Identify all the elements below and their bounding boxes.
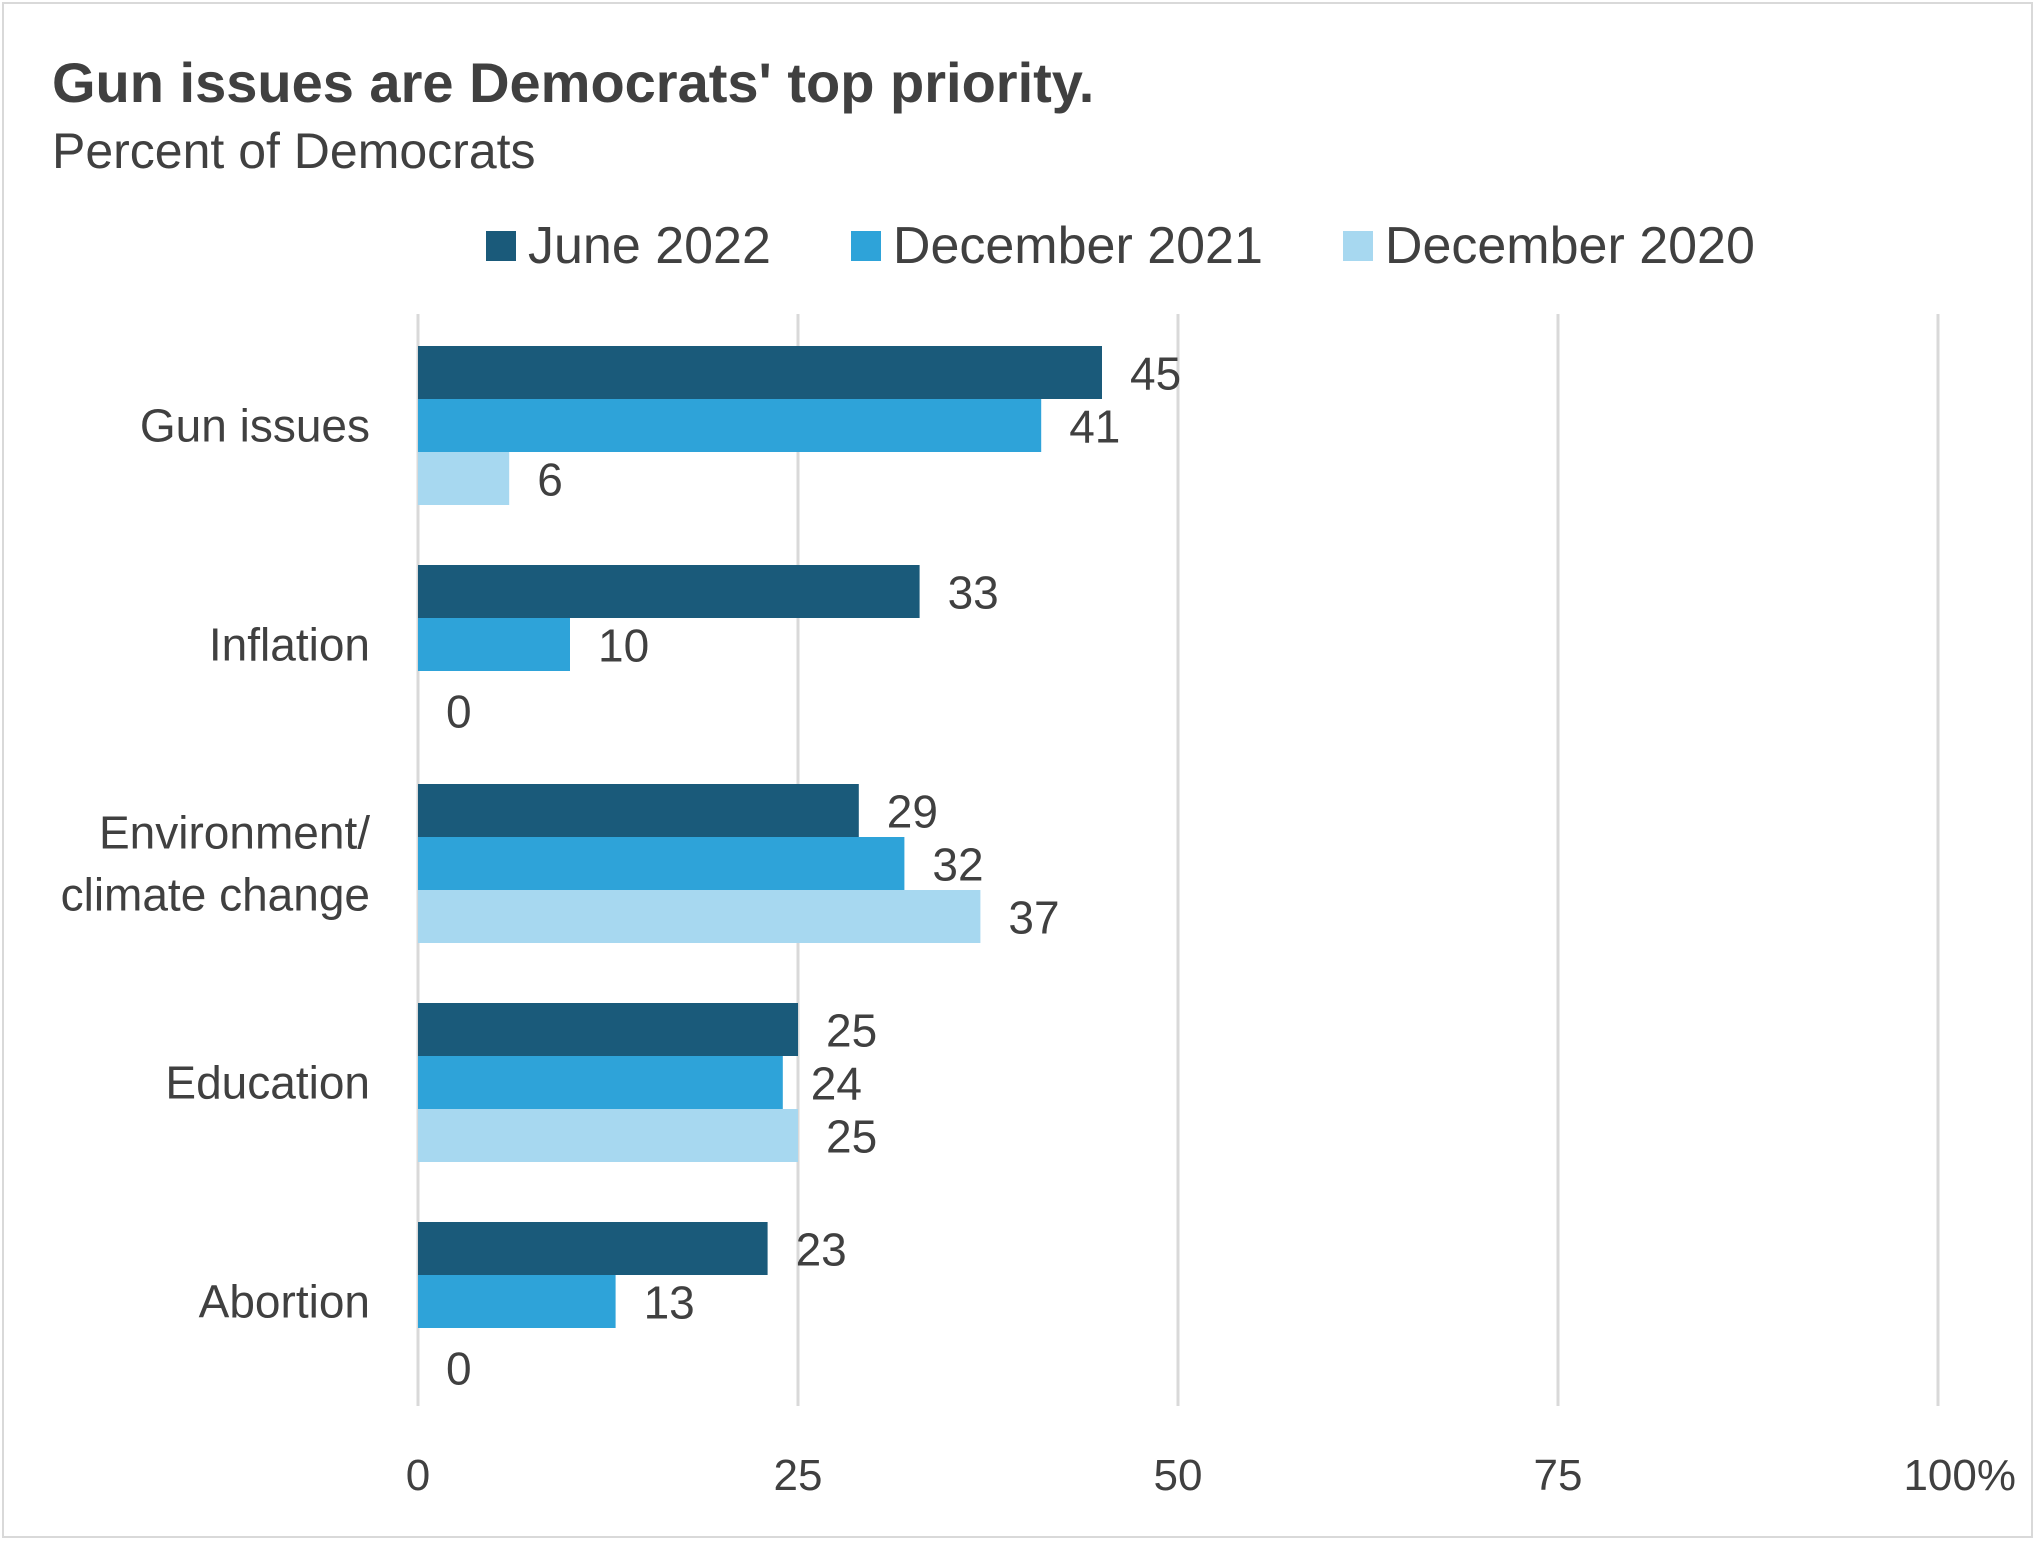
legend-swatch-december-2020 (1342, 231, 1373, 261)
data-label-abortion-december-2020: 0 (446, 1343, 472, 1395)
legend: June 2022 December 2021 December 2020 (486, 216, 1755, 276)
data-label-education-june-2022: 25 (826, 1005, 877, 1057)
data-label-abortion-december-2021: 13 (644, 1277, 695, 1329)
data-label-abortion-june-2022: 23 (796, 1224, 847, 1276)
bar-inflation-june-2022 (418, 565, 920, 618)
bar-inflation-december-2021 (418, 618, 570, 671)
chart-title: Gun issues are Democrats' top priority. (52, 51, 1095, 114)
legend-label-december-2021: December 2021 (892, 217, 1263, 275)
category-label-inflation: Inflation (209, 619, 370, 671)
data-label-education-december-2020: 25 (826, 1111, 877, 1163)
bar-gun-issues-june-2022 (418, 346, 1102, 399)
data-label-inflation-december-2021: 10 (598, 620, 649, 672)
category-label-gun-issues: Gun issues (140, 400, 370, 452)
bar-education-june-2022 (418, 1003, 798, 1056)
x-tick-label-0: 0 (406, 1451, 430, 1500)
data-label-gun-issues-june-2022: 45 (1130, 348, 1181, 400)
legend-item-december-2020: December 2020 (1342, 216, 1755, 276)
chart-subtitle: Percent of Democrats (52, 123, 536, 179)
bar-gun-issues-december-2020 (418, 452, 510, 505)
data-label-inflation-december-2020: 0 (446, 686, 472, 738)
bar-abortion-june-2022 (418, 1222, 768, 1275)
bar-environment-climate-change-december-2020 (418, 890, 981, 943)
data-label-inflation-june-2022: 33 (948, 567, 999, 619)
category-label-environment-climate-change-1: climate change (61, 869, 370, 921)
data-label-gun-issues-december-2021: 41 (1069, 401, 1120, 453)
bar-gun-issues-december-2021 (418, 399, 1042, 452)
legend-item-june-2022: June 2022 (486, 216, 771, 276)
bar-environment-climate-change-june-2022 (418, 784, 859, 837)
data-label-environment-climate-change-june-2022: 29 (887, 786, 938, 838)
x-tick-label-50: 50 (1154, 1451, 1203, 1500)
x-tick-label-100: 100% (1903, 1451, 2016, 1500)
bar-education-december-2021 (418, 1056, 783, 1109)
category-label-environment-climate-change-0: Environment/ (99, 807, 370, 859)
data-label-environment-climate-change-december-2020: 37 (1008, 892, 1059, 944)
data-label-gun-issues-december-2020: 6 (537, 454, 563, 506)
legend-label-june-2022: June 2022 (528, 217, 771, 275)
data-label-environment-climate-change-december-2021: 32 (932, 839, 983, 891)
category-label-abortion: Abortion (199, 1276, 370, 1328)
bar-environment-climate-change-december-2021 (418, 837, 905, 890)
x-tick-label-25: 25 (774, 1451, 823, 1500)
category-label-education: Education (165, 1057, 370, 1109)
legend-swatch-june-2022 (486, 231, 516, 261)
legend-item-december-2021: December 2021 (850, 216, 1263, 276)
bar-education-december-2020 (418, 1109, 798, 1162)
data-label-education-december-2021: 24 (811, 1058, 862, 1110)
legend-label-december-2020: December 2020 (1384, 217, 1755, 275)
bar-abortion-december-2021 (418, 1275, 616, 1328)
legend-swatch-december-2021 (850, 231, 881, 261)
x-tick-label-75: 75 (1534, 1451, 1583, 1500)
